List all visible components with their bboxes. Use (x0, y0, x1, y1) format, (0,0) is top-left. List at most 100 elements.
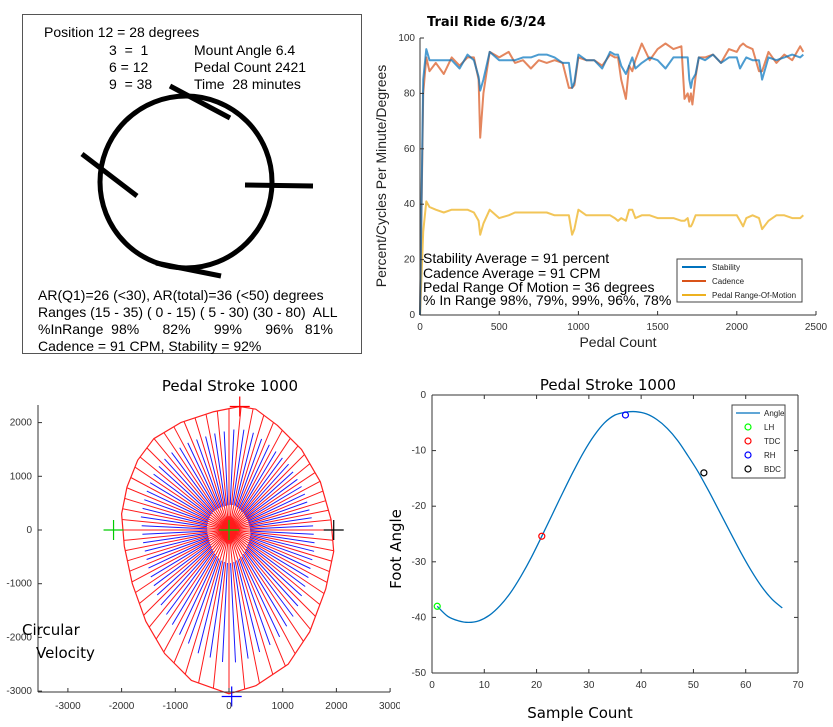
position-12-label: Position 12 = 28 degrees (44, 24, 200, 40)
mark-9 (80, 152, 139, 198)
legend-label-rh: RH (764, 451, 776, 460)
in-range-line: %InRange 98% 82% 99% 96% 81% (38, 321, 333, 337)
y-tick-label: 100 (398, 33, 415, 44)
blue-spoke (142, 530, 208, 535)
red-spoke (228, 406, 242, 531)
red-spoke (228, 445, 299, 531)
blue-spoke (209, 561, 225, 658)
annotation-stability: Stability Average = 91 percent (423, 250, 609, 266)
blue-spoke (246, 546, 303, 597)
red-spoke (228, 529, 334, 552)
legend-label-range-of-motion: Pedal Range-Of-Motion (712, 291, 796, 300)
red-spoke (194, 417, 230, 531)
y-tick-label: -30 (412, 557, 427, 568)
y-tick-label: -1000 (6, 579, 32, 590)
y-tick-label: -3000 (6, 686, 32, 697)
blue-spoke (156, 545, 212, 596)
blue-spoke (222, 562, 228, 663)
x-tick-label: 0 (429, 680, 435, 691)
red-spoke (146, 447, 230, 531)
blue-spoke (164, 458, 214, 513)
x-tick-label: 500 (491, 322, 508, 333)
blue-spoke (171, 553, 216, 625)
pedal-count-label: Pedal Count 2421 (194, 59, 307, 75)
red-spoke (228, 422, 274, 531)
y-tick-label: 60 (404, 144, 416, 155)
blue-spoke (244, 551, 294, 617)
blue-spoke (187, 442, 220, 509)
legend-label-cadence: Cadence (712, 277, 745, 286)
blue-spoke (144, 534, 209, 552)
x-axis-label: Pedal Count (579, 334, 656, 350)
annotation-cadence: Cadence Average = 91 CPM (423, 265, 601, 281)
red-spoke (228, 408, 254, 531)
mark-12 (168, 83, 232, 121)
y-tick-label: 80 (404, 88, 416, 99)
x-tick-label: 0 (417, 322, 423, 333)
red-spoke (228, 529, 304, 642)
ar-summary-line: AR(Q1)=26 (<30), AR(total)=36 (<50) degr… (38, 287, 324, 303)
blue-spoke (244, 471, 294, 516)
blue-spoke (248, 541, 309, 579)
blue-spoke (141, 525, 208, 530)
red-spoke (228, 529, 321, 605)
blue-spoke (234, 432, 254, 506)
y-axis-label: Foot Angle (387, 509, 405, 589)
blue-spoke (179, 447, 218, 510)
blue-spoke (250, 534, 315, 552)
blue-spoke (160, 548, 213, 606)
red-spoke (163, 432, 230, 531)
series-pedal-range-of-motion (419, 200, 804, 316)
red-spoke (228, 529, 333, 541)
circular-label: Circular (22, 621, 81, 639)
legend-label-stability: Stability (712, 263, 740, 272)
red-spoke (228, 529, 316, 617)
red-spoke (184, 529, 230, 675)
y-tick-label: 40 (404, 199, 416, 210)
x-tick-label: 1500 (646, 322, 669, 333)
blue-spoke (171, 452, 216, 511)
blue-spoke (142, 507, 208, 526)
chart-legend: Stability Cadence Pedal Range-Of-Motion (676, 258, 803, 303)
cadence-stability-line: Cadence = 91 CPM, Stability = 92% (38, 338, 262, 354)
blue-spoke (179, 555, 218, 635)
blue-spoke (229, 429, 235, 505)
blue-spoke (233, 562, 249, 659)
blue-spoke (242, 553, 288, 627)
x-tick-label: 2000 (726, 322, 749, 333)
y-tick-label: -50 (412, 668, 427, 679)
blue-spoke (247, 543, 306, 587)
position-6-label: 6 = 12 (109, 59, 149, 75)
foot-angle-chart: Pedal Stroke 1000 0-10-20-30-40-500 10 20 3… (387, 376, 804, 722)
red-spoke (228, 509, 329, 531)
red-spoke (228, 529, 246, 690)
red-spoke (183, 421, 230, 531)
red-spoke (173, 426, 230, 531)
x-tick-label: 50 (688, 680, 700, 691)
position-3-label: 3 = 1 (109, 42, 149, 58)
blue-spoke (240, 451, 277, 511)
red-spoke (134, 466, 230, 531)
red-spoke (228, 529, 311, 630)
x-tick-label: 2500 (805, 322, 828, 333)
blue-spoke (250, 530, 314, 535)
y-tick-label: 20 (404, 255, 416, 266)
blue-spoke (153, 473, 211, 517)
red-spoke (228, 472, 316, 531)
pedal-info-panel: Position 12 = 28 degrees 3 = 1 6 = 12 9 … (22, 14, 362, 354)
blue-spoke (146, 536, 209, 560)
blue-spoke (236, 438, 263, 508)
red-spoke (153, 438, 230, 531)
red-spoke (228, 480, 321, 531)
red-spoke (139, 456, 230, 531)
y-axis-label: Percent/Cycles Per Minute/Degrees (373, 65, 389, 288)
red-spoke (127, 529, 230, 562)
red-spoke (129, 529, 230, 572)
red-spoke (228, 463, 311, 531)
blue-spoke (247, 493, 306, 522)
blue-spoke (246, 486, 302, 520)
y-tick-label: 0 (420, 390, 426, 401)
mount-angle-label: Mount Angle 6.4 (194, 42, 296, 58)
marker-bdc (700, 469, 708, 477)
